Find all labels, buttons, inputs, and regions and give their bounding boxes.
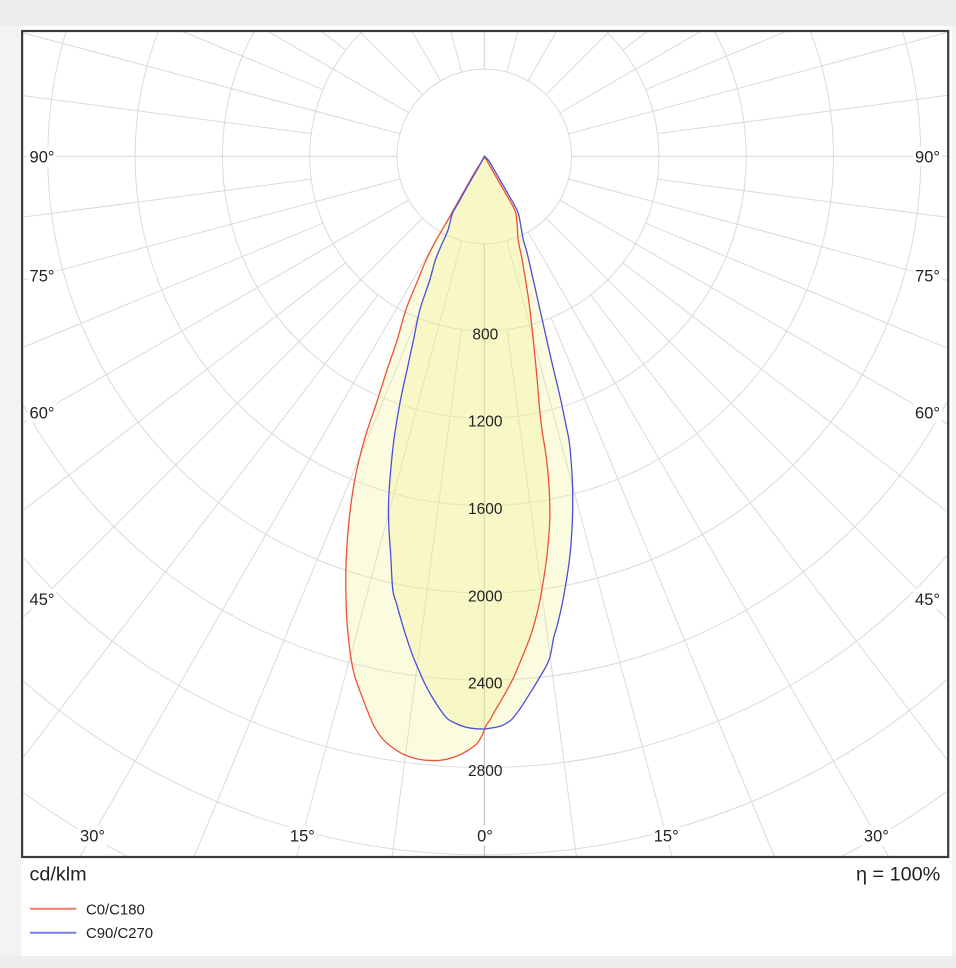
svg-text:C0/C180: C0/C180 xyxy=(86,902,145,918)
svg-text:1200: 1200 xyxy=(468,414,503,431)
svg-text:60°: 60° xyxy=(915,405,940,423)
svg-text:30°: 30° xyxy=(80,828,105,846)
svg-text:1600: 1600 xyxy=(468,501,503,518)
svg-text:75°: 75° xyxy=(30,268,55,286)
svg-text:90°: 90° xyxy=(30,149,55,167)
svg-text:60°: 60° xyxy=(30,405,55,423)
svg-text:2400: 2400 xyxy=(468,676,503,693)
svg-text:2800: 2800 xyxy=(468,763,503,780)
svg-text:C90/C270: C90/C270 xyxy=(86,926,153,942)
svg-text:0°: 0° xyxy=(477,828,493,846)
svg-text:45°: 45° xyxy=(30,591,55,609)
svg-text:cd/klm: cd/klm xyxy=(30,864,87,886)
svg-text:90°: 90° xyxy=(915,149,940,167)
svg-text:15°: 15° xyxy=(654,828,679,846)
svg-text:15°: 15° xyxy=(290,828,315,846)
svg-text:45°: 45° xyxy=(915,591,940,609)
svg-text:800: 800 xyxy=(472,326,498,343)
svg-text:2000: 2000 xyxy=(468,588,503,605)
svg-text:75°: 75° xyxy=(915,268,940,286)
svg-text:η = 100%: η = 100% xyxy=(856,864,940,886)
svg-text:30°: 30° xyxy=(864,828,889,846)
